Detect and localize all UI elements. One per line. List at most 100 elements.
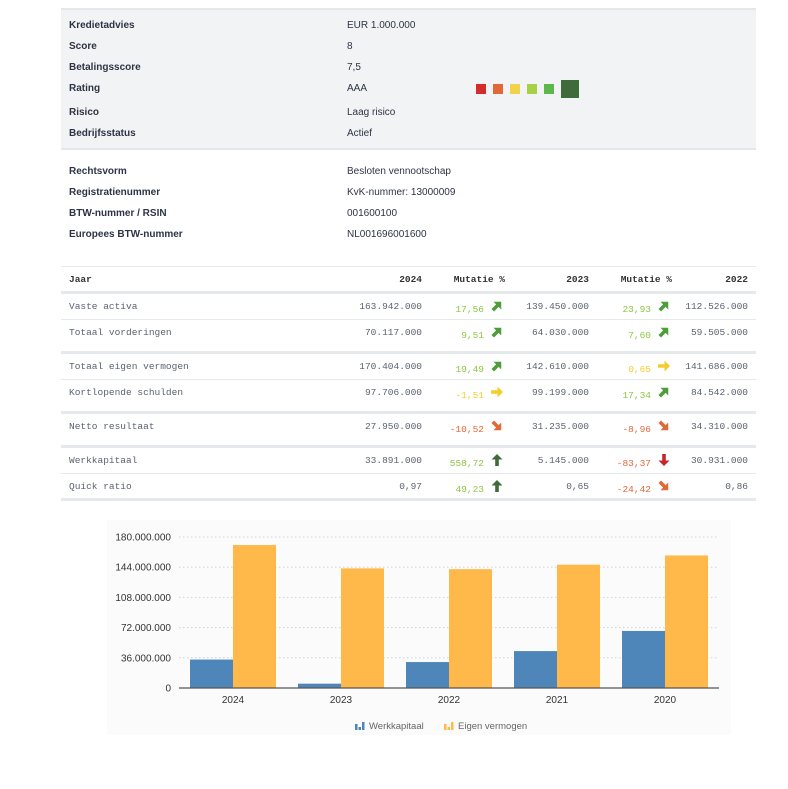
value-2023: 139.450.000 [526, 301, 589, 312]
mutatie-2023-value: 23,93 [622, 304, 651, 315]
bar-werkkapitaal [406, 662, 449, 688]
table-top-border [61, 266, 756, 267]
info-label: Risico [69, 107, 100, 118]
legend-icon [362, 722, 365, 730]
arrow-down-right-orange-icon [657, 479, 671, 493]
table-row: Totaal vorderingen 70.117.000 64.030.000 59… [61, 320, 756, 344]
x-tick-label: 2023 [330, 695, 353, 706]
bar-eigen-vermogen [449, 569, 492, 688]
table-row-divider [61, 379, 756, 380]
bar-eigen-vermogen [233, 545, 276, 688]
mutatie-2023-value: 17,34 [622, 390, 651, 401]
credit-info-panel: Kredietadvies EUR 1.000.000 Score 8 Beta… [61, 8, 756, 150]
reg-label: Europees BTW-nummer [69, 229, 183, 240]
arrow-right-yellow-icon [490, 385, 504, 399]
table-group-separator [61, 351, 756, 354]
arrow-down-red-icon [657, 453, 671, 467]
reg-label: BTW-nummer / RSIN [69, 208, 167, 219]
table-row: Totaal eigen vermogen 170.404.000 142.610.… [61, 354, 756, 378]
arrow-up-right-green-icon [657, 299, 671, 313]
reg-label: Registratienummer [69, 187, 161, 198]
mutatie-2024-value: 17,56 [455, 304, 484, 315]
arrow-up-right-green-icon [490, 325, 504, 339]
x-tick-label: 2021 [546, 695, 569, 706]
table-row: Quick ratio 0,97 0,65 0,86 49,23 -24,42 [61, 474, 756, 498]
value-2023: 142.610.000 [526, 361, 589, 372]
bar-werkkapitaal [298, 683, 341, 688]
bar-eigen-vermogen [341, 568, 384, 688]
y-tick-label: 108.000.000 [115, 593, 171, 604]
table-row-divider [61, 319, 756, 320]
mutatie-2024-value: -1,51 [455, 390, 484, 401]
mutatie-2024-value: 558,72 [449, 458, 484, 469]
value-2024: 170.404.000 [359, 361, 422, 372]
value-2022: 34.310.000 [690, 421, 748, 432]
y-tick-label: 72.000.000 [121, 623, 171, 634]
header-mutatie-1: Mutatie % [453, 274, 505, 285]
value-2022: 0,86 [725, 481, 748, 492]
legend-label: Werkkapitaal [369, 721, 424, 732]
table-group-separator [61, 411, 756, 414]
info-value: 7,5 [347, 62, 361, 73]
bar-eigen-vermogen [557, 564, 600, 688]
y-tick-label: 36.000.000 [121, 653, 171, 664]
value-2024: 0,97 [399, 481, 422, 492]
value-2022: 84.542.000 [690, 387, 748, 398]
reg-value: 001600100 [347, 208, 398, 219]
table-group-separator [61, 445, 756, 448]
header-2022: 2022 [725, 274, 748, 285]
reg-value: Besloten vennootschap [347, 166, 451, 177]
header-mutatie-2: Mutatie % [620, 274, 672, 285]
row-label: Totaal eigen vermogen [69, 361, 189, 372]
table-row: Netto resultaat 27.950.000 31.235.000 34.31… [61, 414, 756, 438]
arrow-up-right-green-icon [490, 359, 504, 373]
info-label: Rating [69, 83, 101, 94]
arrow-up-right-green-icon [657, 325, 671, 339]
rating-box [476, 84, 486, 94]
info-label: Betalingsscore [69, 62, 141, 73]
header-2023: 2023 [566, 274, 589, 285]
mutatie-2024-value: -10,52 [449, 424, 484, 435]
row-label: Werkkapitaal [69, 455, 138, 466]
bar-werkkapitaal [622, 630, 665, 688]
rating-box-active [561, 80, 579, 98]
mutatie-2024-value: 19,49 [455, 364, 484, 375]
mutatie-2023-value: 0,65 [628, 364, 651, 375]
value-2024: 97.706.000 [364, 387, 422, 398]
value-2024: 27.950.000 [364, 421, 422, 432]
bar-werkkapitaal [514, 651, 557, 688]
mutatie-2024-value: 9,51 [461, 330, 484, 341]
table-bottom-border [61, 498, 756, 501]
rating-box [544, 84, 554, 94]
value-2024: 33.891.000 [364, 455, 422, 466]
x-tick-label: 2024 [222, 695, 245, 706]
y-tick-label: 144.000.000 [115, 563, 171, 574]
rating-box [510, 84, 520, 94]
legend-icon [447, 727, 450, 730]
info-label: Score [69, 41, 97, 52]
registration-panel: Rechtsvorm Besloten vennootschap Registr… [61, 154, 756, 254]
reg-label: Rechtsvorm [69, 166, 127, 177]
rating-box [527, 84, 537, 94]
legend-icon [444, 724, 447, 730]
chart-svg: 0 36.000.000 72.000.000 108.000.000 144.000.… [115, 533, 719, 732]
value-2022: 112.526.000 [685, 301, 748, 312]
header-2024: 2024 [399, 274, 422, 285]
bar-werkkapitaal [190, 659, 233, 688]
legend-icon [358, 727, 361, 730]
value-2023: 64.030.000 [531, 327, 589, 338]
legend-icon [451, 722, 454, 730]
x-tick-label: 2022 [438, 695, 461, 706]
x-tick-label: 2020 [654, 695, 677, 706]
bar-chart: 0 36.000.000 72.000.000 108.000.000 144.000.… [107, 520, 731, 735]
mutatie-2024-value: 49,23 [455, 484, 484, 495]
info-value: EUR 1.000.000 [347, 20, 416, 31]
arrow-down-right-orange-icon [490, 419, 504, 433]
bar-eigen-vermogen [665, 555, 708, 688]
table-header-row: Jaar 2024 Mutatie % 2023 Mutatie % 2022 [61, 267, 756, 291]
value-2024: 163.942.000 [359, 301, 422, 312]
row-label: Kortlopende schulden [69, 387, 184, 398]
reg-value: NL001696001600 [347, 229, 427, 240]
info-value: Actief [347, 128, 373, 139]
row-label: Vaste activa [69, 301, 138, 312]
